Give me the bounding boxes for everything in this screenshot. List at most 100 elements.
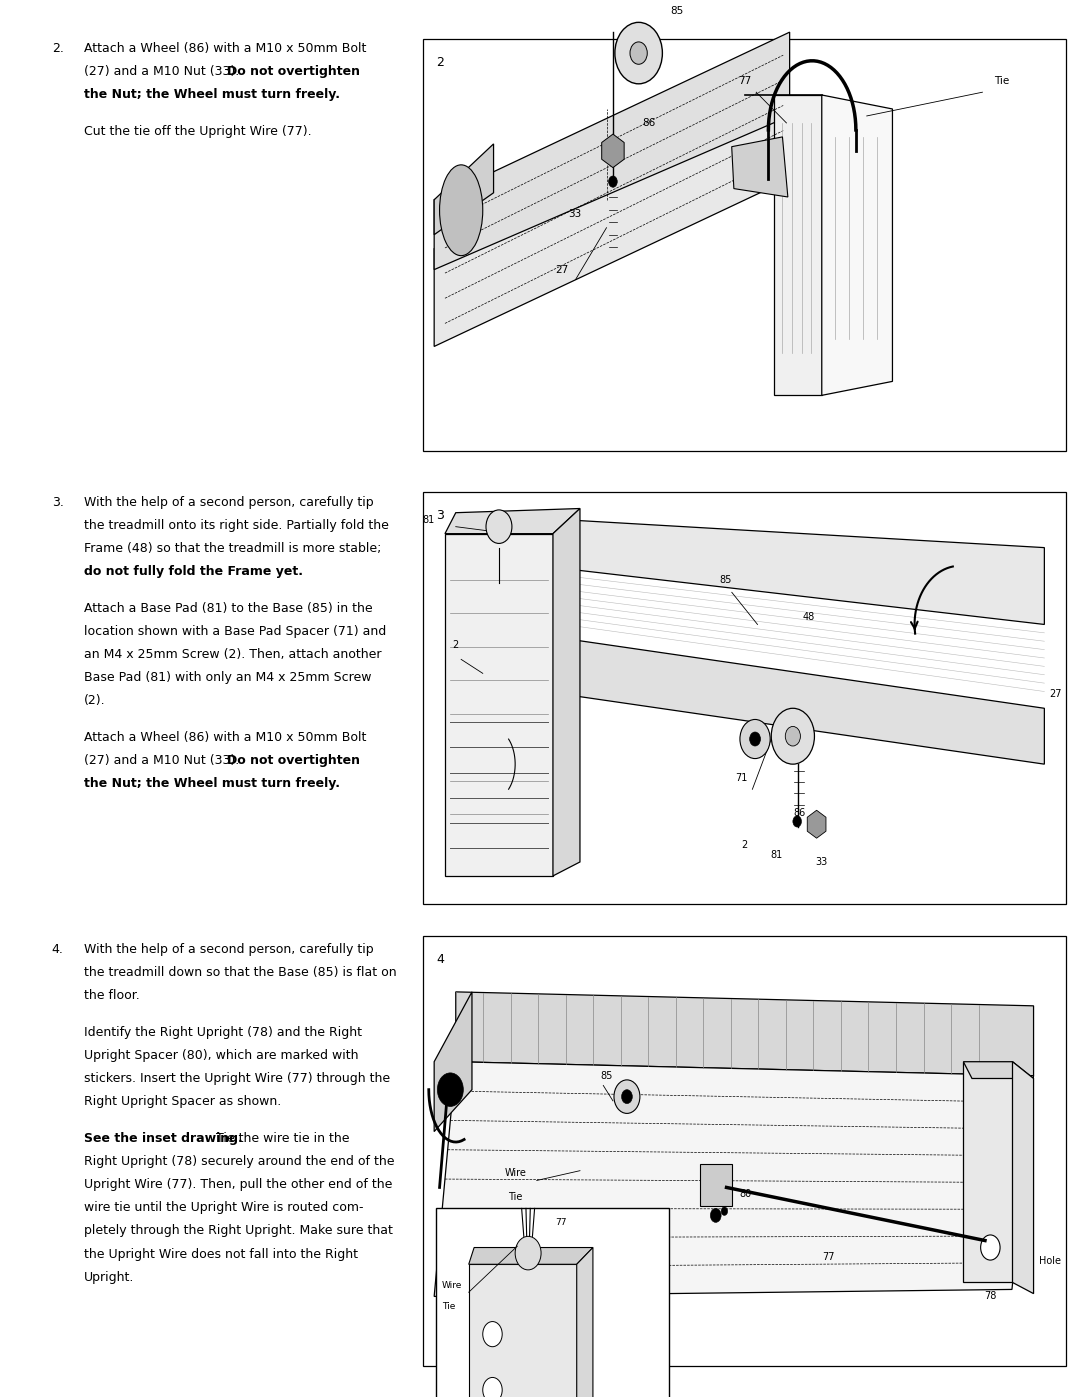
Text: With the help of a second person, carefully tip: With the help of a second person, carefu… <box>84 943 374 956</box>
Text: Wire: Wire <box>442 1281 462 1289</box>
Bar <box>423 492 1066 904</box>
Text: 81: 81 <box>422 514 434 525</box>
Ellipse shape <box>440 165 483 256</box>
Circle shape <box>740 719 770 759</box>
Text: 85: 85 <box>600 1070 612 1081</box>
Text: 86: 86 <box>642 117 656 129</box>
Circle shape <box>437 1073 463 1106</box>
Text: 48: 48 <box>802 612 815 623</box>
Text: 7: 7 <box>536 1359 544 1373</box>
Polygon shape <box>434 144 494 235</box>
Text: 33: 33 <box>815 856 828 868</box>
Circle shape <box>615 22 662 84</box>
Circle shape <box>622 1090 633 1104</box>
Text: Frame (48) so that the treadmill is more stable;: Frame (48) so that the treadmill is more… <box>84 542 381 555</box>
Text: the Nut; the Wheel must turn freely.: the Nut; the Wheel must turn freely. <box>84 88 340 101</box>
Polygon shape <box>434 95 789 346</box>
Circle shape <box>750 732 760 746</box>
Text: 4: 4 <box>436 953 444 965</box>
Polygon shape <box>732 137 788 197</box>
Text: 78: 78 <box>984 1291 997 1302</box>
Bar <box>436 1208 669 1397</box>
Text: do not fully fold the Frame yet.: do not fully fold the Frame yet. <box>84 564 303 578</box>
Text: Identify the Right Upright (78) and the Right: Identify the Right Upright (78) and the … <box>84 1025 362 1039</box>
Text: Right Upright (78) securely around the end of the: Right Upright (78) securely around the e… <box>84 1155 395 1168</box>
Text: (27) and a M10 Nut (33).: (27) and a M10 Nut (33). <box>84 64 243 78</box>
Text: (27) and a M10 Nut (33).: (27) and a M10 Nut (33). <box>84 754 243 767</box>
Polygon shape <box>963 1062 1034 1078</box>
Text: Tie: Tie <box>994 75 1010 87</box>
Text: Upright Wire (77). Then, pull the other end of the: Upright Wire (77). Then, pull the other … <box>84 1179 393 1192</box>
Bar <box>700 1164 732 1206</box>
Circle shape <box>711 1208 721 1222</box>
Bar <box>423 936 1066 1366</box>
Circle shape <box>515 1236 541 1270</box>
Text: location shown with a Base Pad Spacer (71) and: location shown with a Base Pad Spacer (7… <box>84 624 387 638</box>
Text: 2: 2 <box>453 640 459 651</box>
Text: 77: 77 <box>738 75 752 87</box>
Text: 3.: 3. <box>52 496 64 509</box>
Polygon shape <box>434 992 472 1132</box>
Text: See the inset drawing.: See the inset drawing. <box>84 1133 247 1146</box>
Text: Tie: Tie <box>508 1192 523 1203</box>
Circle shape <box>613 1080 640 1113</box>
Bar <box>423 39 1066 451</box>
Polygon shape <box>469 1248 593 1264</box>
Polygon shape <box>773 95 822 395</box>
Text: wire tie until the Upright Wire is routed com-: wire tie until the Upright Wire is route… <box>84 1201 364 1214</box>
Text: Tie: Tie <box>442 1302 455 1310</box>
Text: Wire: Wire <box>504 1168 526 1179</box>
Circle shape <box>721 1207 728 1215</box>
Circle shape <box>609 176 618 187</box>
Text: the Upright Wire does not fall into the Right: the Upright Wire does not fall into the … <box>84 1248 359 1260</box>
Circle shape <box>785 726 800 746</box>
Circle shape <box>486 510 512 543</box>
Polygon shape <box>469 1264 577 1397</box>
Text: Attach a Base Pad (81) to the Base (85) in the: Attach a Base Pad (81) to the Base (85) … <box>84 602 373 615</box>
Circle shape <box>483 1377 502 1397</box>
Text: Do not overtighten: Do not overtighten <box>228 754 361 767</box>
Text: 80: 80 <box>740 1189 752 1200</box>
Polygon shape <box>822 95 892 395</box>
Text: 77: 77 <box>822 1252 834 1263</box>
Text: 27: 27 <box>1049 689 1062 700</box>
Circle shape <box>483 1322 502 1347</box>
Text: 81: 81 <box>771 849 783 861</box>
Text: 33: 33 <box>568 208 581 219</box>
Text: the Nut; the Wheel must turn freely.: the Nut; the Wheel must turn freely. <box>84 777 340 791</box>
Text: (2).: (2). <box>84 694 106 707</box>
Circle shape <box>630 42 647 64</box>
Text: Base Pad (81) with only an M4 x 25mm Screw: Base Pad (81) with only an M4 x 25mm Scr… <box>84 671 372 685</box>
Text: Hole: Hole <box>1039 1256 1061 1267</box>
Circle shape <box>793 816 801 827</box>
Text: Cut the tie off the Upright Wire (77).: Cut the tie off the Upright Wire (77). <box>84 124 312 138</box>
Text: 2: 2 <box>436 56 444 68</box>
Polygon shape <box>445 509 580 534</box>
Circle shape <box>771 708 814 764</box>
Text: With the help of a second person, carefully tip: With the help of a second person, carefu… <box>84 496 374 509</box>
Text: an M4 x 25mm Screw (2). Then, attach another: an M4 x 25mm Screw (2). Then, attach ano… <box>84 648 381 661</box>
Text: 85: 85 <box>671 6 684 17</box>
Text: 2: 2 <box>742 840 747 851</box>
Text: the treadmill onto its right side. Partially fold the: the treadmill onto its right side. Parti… <box>84 518 389 532</box>
Polygon shape <box>564 638 1044 764</box>
Text: 4.: 4. <box>52 943 64 956</box>
Text: Do not overtighten: Do not overtighten <box>228 64 361 78</box>
Text: 2.: 2. <box>52 42 64 54</box>
Text: 77: 77 <box>555 1218 567 1227</box>
Polygon shape <box>1013 1062 1034 1294</box>
Text: stickers. Insert the Upright Wire (77) through the: stickers. Insert the Upright Wire (77) t… <box>84 1073 390 1085</box>
Text: Tie the wire tie in the: Tie the wire tie in the <box>216 1133 350 1146</box>
Text: pletely through the Right Upright. Make sure that: pletely through the Right Upright. Make … <box>84 1225 393 1238</box>
Text: 27: 27 <box>555 264 568 275</box>
Polygon shape <box>577 1248 593 1397</box>
Text: 71: 71 <box>735 773 747 784</box>
Polygon shape <box>445 534 553 876</box>
Polygon shape <box>963 1062 1013 1282</box>
Text: the floor.: the floor. <box>84 989 140 1002</box>
Polygon shape <box>456 992 1034 1076</box>
Polygon shape <box>553 509 580 876</box>
Text: Right Upright Spacer as shown.: Right Upright Spacer as shown. <box>84 1095 282 1108</box>
Text: Upright.: Upright. <box>84 1271 135 1284</box>
Circle shape <box>981 1235 1000 1260</box>
